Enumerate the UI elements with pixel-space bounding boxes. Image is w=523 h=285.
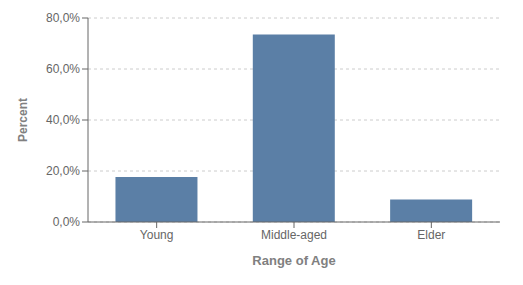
svg-text:40,0%: 40,0% xyxy=(46,113,80,127)
svg-text:0,0%: 0,0% xyxy=(53,215,81,229)
svg-text:20,0%: 20,0% xyxy=(46,164,80,178)
svg-text:Elder: Elder xyxy=(417,228,445,242)
svg-text:60,0%: 60,0% xyxy=(46,62,80,76)
svg-text:Percent: Percent xyxy=(16,98,30,142)
svg-text:Middle-aged: Middle-aged xyxy=(261,228,327,242)
svg-text:80,0%: 80,0% xyxy=(46,11,80,25)
svg-text:Young: Young xyxy=(140,228,174,242)
svg-text:Range of Age: Range of Age xyxy=(252,253,335,268)
